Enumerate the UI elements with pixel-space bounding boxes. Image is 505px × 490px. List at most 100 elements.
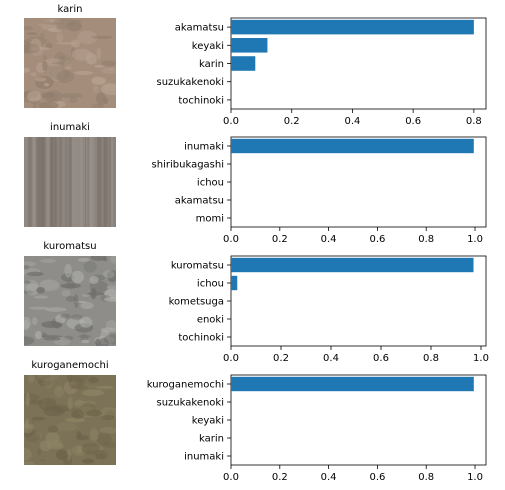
texture-blotch bbox=[24, 316, 32, 329]
texture-blotch bbox=[91, 35, 113, 39]
texture-blotch bbox=[96, 92, 106, 106]
category-label: tochinoki bbox=[178, 333, 224, 344]
x-tick-label: 0.8 bbox=[466, 116, 482, 127]
texture-blotch bbox=[67, 448, 72, 461]
texture-blotch bbox=[65, 417, 85, 423]
category-label: inumaki bbox=[184, 452, 224, 463]
texture-streak bbox=[28, 137, 34, 227]
x-tick-label: 0.6 bbox=[405, 116, 421, 127]
texture-blotch bbox=[99, 337, 109, 346]
texture-streak bbox=[63, 137, 68, 227]
texture-streak bbox=[46, 137, 50, 227]
x-tick-label: 0.2 bbox=[272, 472, 288, 483]
texture-blotch bbox=[70, 385, 89, 390]
texture-blotch bbox=[58, 55, 72, 68]
texture-blotch bbox=[52, 439, 63, 448]
texture-blotch bbox=[27, 399, 43, 405]
texture-streak bbox=[78, 137, 81, 227]
texture-streak bbox=[91, 137, 97, 227]
texture-streak bbox=[99, 137, 101, 227]
category-label: kuroganemochi bbox=[147, 380, 224, 391]
texture-blotch bbox=[82, 458, 95, 464]
texture-blotch bbox=[88, 376, 99, 384]
texture-blotch bbox=[89, 275, 99, 285]
texture-blotch bbox=[32, 100, 38, 108]
texture-blotch bbox=[56, 70, 74, 83]
texture-blotch bbox=[103, 269, 115, 279]
texture-blotch bbox=[34, 77, 47, 82]
texture-streak bbox=[86, 137, 89, 227]
x-tick-label: 1.0 bbox=[467, 472, 483, 483]
texture-streak bbox=[74, 137, 78, 227]
x-tick-label: 0.4 bbox=[321, 472, 337, 483]
texture-streak bbox=[40, 137, 45, 227]
texture-streak bbox=[71, 137, 74, 227]
category-label: akamatsu bbox=[175, 23, 224, 34]
texture-blotch bbox=[85, 52, 97, 65]
texture-blotch bbox=[24, 67, 31, 73]
texture-blotch bbox=[67, 375, 73, 383]
texture-streak bbox=[68, 137, 72, 227]
x-tick-label: 0.2 bbox=[284, 116, 300, 127]
category-label: ichou bbox=[197, 178, 224, 189]
texture-streak bbox=[73, 137, 77, 227]
texture-blotch bbox=[56, 32, 64, 43]
category-label: ichou bbox=[197, 279, 224, 290]
bar-karin bbox=[231, 56, 256, 71]
texture-streak bbox=[67, 137, 71, 227]
texture-blotch bbox=[55, 314, 66, 324]
texture-blotch bbox=[84, 446, 105, 451]
thumbnail-image-4 bbox=[24, 375, 116, 465]
texture-blotch bbox=[29, 47, 51, 51]
x-tick-label: 0.8 bbox=[418, 472, 434, 483]
texture-blotch bbox=[26, 271, 44, 277]
texture-streak bbox=[94, 137, 99, 227]
texture-blotch bbox=[61, 289, 71, 297]
texture-blotch bbox=[73, 293, 79, 308]
texture-blotch bbox=[40, 92, 55, 99]
texture-blotch bbox=[73, 399, 85, 408]
texture-streak bbox=[61, 137, 66, 227]
texture-blotch bbox=[28, 419, 34, 425]
category-label: karin bbox=[199, 59, 224, 70]
texture-streak bbox=[109, 137, 114, 227]
texture-blotch bbox=[81, 293, 90, 298]
texture-blotch bbox=[77, 334, 92, 338]
image-title-2: inumaki bbox=[50, 122, 90, 133]
texture-blotch bbox=[101, 67, 116, 75]
texture-streak bbox=[24, 137, 28, 227]
texture-blotch bbox=[28, 375, 35, 383]
texture-blotch bbox=[90, 256, 107, 261]
texture-blotch bbox=[30, 72, 37, 77]
texture-streak bbox=[39, 137, 42, 227]
texture-blotch bbox=[26, 32, 38, 35]
texture-blotch bbox=[36, 375, 59, 382]
texture-blotch bbox=[76, 385, 98, 388]
category-label: shiribukagashi bbox=[152, 160, 224, 171]
texture-blotch bbox=[70, 313, 83, 321]
texture-blotch bbox=[24, 289, 33, 295]
texture-streak bbox=[83, 137, 88, 227]
texture-blotch bbox=[77, 257, 90, 262]
texture-streak bbox=[96, 137, 101, 227]
texture-blotch bbox=[45, 307, 67, 312]
texture-blotch bbox=[105, 320, 116, 330]
texture-blotch bbox=[34, 330, 43, 340]
texture-blotch bbox=[67, 396, 73, 411]
image-title-3: kuromatsu bbox=[43, 241, 97, 252]
category-label: enoki bbox=[197, 315, 224, 326]
texture-streak bbox=[35, 137, 37, 227]
texture-streak bbox=[108, 137, 112, 227]
x-tick-label: 0.6 bbox=[373, 353, 389, 364]
texture-streak bbox=[83, 137, 86, 227]
texture-streak bbox=[76, 137, 78, 227]
texture-blotch bbox=[70, 46, 76, 60]
texture-blotch bbox=[75, 435, 90, 441]
texture-blotch bbox=[97, 431, 112, 446]
texture-blotch bbox=[55, 422, 77, 432]
texture-streak bbox=[79, 137, 83, 227]
